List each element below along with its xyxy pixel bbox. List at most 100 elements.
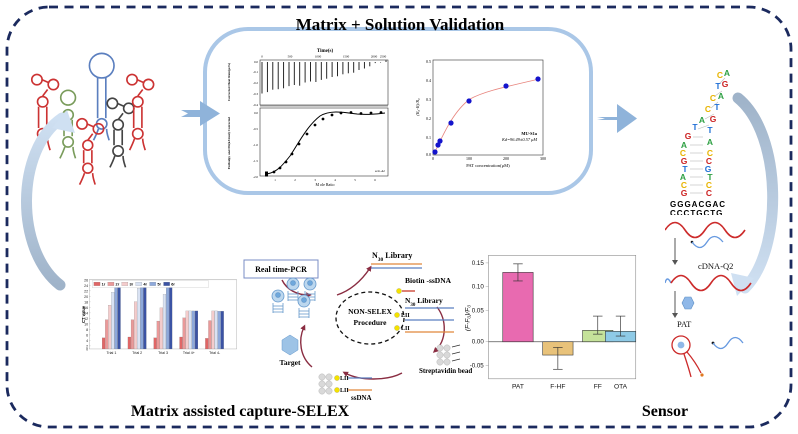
svg-text:T: T: [715, 81, 721, 91]
svg-text:A: A: [718, 91, 724, 101]
svg-text:0: 0: [432, 156, 434, 161]
svg-text:0.15: 0.15: [472, 260, 485, 267]
svg-text:A: A: [724, 68, 730, 78]
svg-text:LII: LII: [340, 388, 349, 394]
svg-text:T: T: [707, 125, 713, 135]
svg-text:-0.4: -0.4: [253, 103, 258, 107]
svg-text:Trial 4+: Trial 4+: [183, 351, 195, 355]
svg-text:Corrected Heat Rate(μJ/s): Corrected Heat Rate(μJ/s): [227, 63, 231, 101]
svg-text:0.4: 0.4: [426, 78, 431, 83]
svg-text:0.1: 0.1: [426, 135, 431, 140]
svg-text:-2.0: -2.0: [253, 175, 258, 179]
svg-text:Target: Target: [280, 358, 301, 367]
svg-text:MU-S1a: MU-S1a: [521, 131, 537, 136]
svg-text:100: 100: [466, 156, 472, 161]
svg-text:200: 200: [503, 156, 509, 161]
svg-text:A: A: [681, 140, 687, 150]
svg-text:Trial 3: Trial 3: [158, 351, 168, 355]
svg-text:PAT: PAT: [512, 383, 524, 390]
svg-text:0.10: 0.10: [472, 284, 485, 291]
svg-text:Real time-PCR: Real time-PCR: [255, 265, 307, 274]
svg-text:500: 500: [288, 55, 293, 59]
svg-text:(R₀-R)/R₀: (R₀-R)/R₀: [415, 98, 420, 116]
svg-text:G: G: [710, 114, 717, 124]
svg-text:LII: LII: [401, 313, 410, 319]
svg-text:1000: 1000: [315, 55, 322, 59]
svg-text:0.05: 0.05: [472, 307, 485, 314]
svg-text:2000: 2000: [371, 55, 378, 59]
svg-text:5r: 5r: [157, 281, 161, 286]
svg-text:A: A: [699, 115, 705, 125]
svg-text:N30 Library: N30 Library: [405, 296, 443, 308]
svg-text:CT value: CT value: [82, 305, 86, 323]
svg-text:4r: 4r: [143, 281, 147, 286]
svg-text:6: 6: [374, 178, 376, 182]
svg-text:22: 22: [84, 289, 88, 293]
svg-text:0.5: 0.5: [426, 59, 431, 64]
svg-text:Trial 2: Trial 2: [132, 351, 142, 355]
svg-text:300: 300: [540, 156, 546, 161]
svg-text:2: 2: [294, 178, 296, 182]
svg-text:-0.3: -0.3: [253, 92, 258, 96]
svg-text:OTA: OTA: [614, 383, 628, 390]
svg-text:6r: 6r: [171, 281, 175, 286]
svg-text:C: C: [705, 104, 711, 114]
svg-text:Trial 4-: Trial 4-: [209, 351, 221, 355]
svg-text:18: 18: [84, 300, 88, 304]
svg-text:Trial 1: Trial 1: [106, 351, 116, 355]
svg-text:2500: 2500: [380, 55, 387, 59]
svg-text:GGGACGAC: GGGACGAC: [670, 200, 726, 209]
svg-text:26: 26: [84, 278, 88, 282]
svg-text:C: C: [707, 148, 713, 158]
svg-text:0.0: 0.0: [426, 152, 431, 157]
svg-text:-0.05: -0.05: [470, 362, 485, 369]
svg-text:1r: 1r: [102, 281, 106, 286]
svg-text:cDNA-Q2: cDNA-Q2: [698, 261, 733, 271]
svg-text:0: 0: [86, 348, 88, 352]
svg-text:G: G: [685, 131, 692, 141]
svg-text:8: 8: [86, 328, 88, 332]
svg-text:2r: 2r: [116, 281, 120, 286]
svg-text:0.2: 0.2: [426, 116, 431, 121]
svg-text:F-HF: F-HF: [550, 383, 565, 390]
svg-text:T: T: [714, 102, 720, 112]
svg-text:4: 4: [86, 339, 88, 343]
svg-text:0.3: 0.3: [426, 97, 431, 102]
svg-text:-0.1: -0.1: [253, 70, 258, 74]
svg-text:0.0: 0.0: [254, 111, 258, 115]
svg-text:-0.2: -0.2: [253, 81, 258, 85]
svg-text:-1.5: -1.5: [253, 159, 258, 163]
svg-text:FF: FF: [594, 383, 602, 390]
svg-text:Biotin -ssDNA: Biotin -ssDNA: [405, 276, 452, 285]
svg-text:0.00: 0.00: [472, 339, 485, 346]
svg-text:Procedure: Procedure: [353, 318, 387, 327]
svg-text:N30 Library: N30 Library: [372, 251, 412, 263]
svg-text:Enthalpy and Fit(kJ/mol) Corre: Enthalpy and Fit(kJ/mol) Corrected: [227, 117, 231, 170]
svg-text:0: 0: [261, 55, 263, 59]
svg-text:20: 20: [84, 295, 88, 299]
svg-text:Kd=96.49±0.57 μM: Kd=96.49±0.57 μM: [501, 137, 537, 142]
svg-text:Time(s): Time(s): [317, 49, 334, 54]
svg-text:G: G: [722, 79, 729, 89]
svg-text:M ole Ratio: M ole Ratio: [315, 182, 334, 187]
svg-text:PAT: PAT: [677, 319, 692, 329]
svg-text:6: 6: [86, 333, 88, 337]
svg-text:T: T: [692, 122, 698, 132]
svg-text:1500: 1500: [343, 55, 350, 59]
svg-text:LII: LII: [401, 326, 410, 332]
svg-text:-0.5: -0.5: [253, 127, 258, 131]
svg-text:(F-F₀)/F₀: (F-F₀)/F₀: [465, 305, 472, 331]
svg-text:ssDNA: ssDNA: [351, 394, 372, 402]
svg-text:LII: LII: [340, 376, 349, 382]
svg-text:3r: 3r: [129, 281, 133, 286]
svg-text:5: 5: [354, 178, 356, 182]
svg-text:0.0: 0.0: [254, 60, 258, 64]
svg-text:NON-SELEX: NON-SELEX: [348, 307, 392, 316]
svg-text:-1.0: -1.0: [253, 143, 258, 147]
svg-text:A: A: [707, 137, 713, 147]
svg-text:PAT concentration(μM): PAT concentration(μM): [466, 163, 510, 168]
svg-text:C: C: [710, 93, 716, 103]
svg-text:a:m-A2: a:m-A2: [375, 169, 385, 173]
svg-text:24: 24: [84, 284, 88, 288]
svg-text:1: 1: [274, 178, 276, 182]
